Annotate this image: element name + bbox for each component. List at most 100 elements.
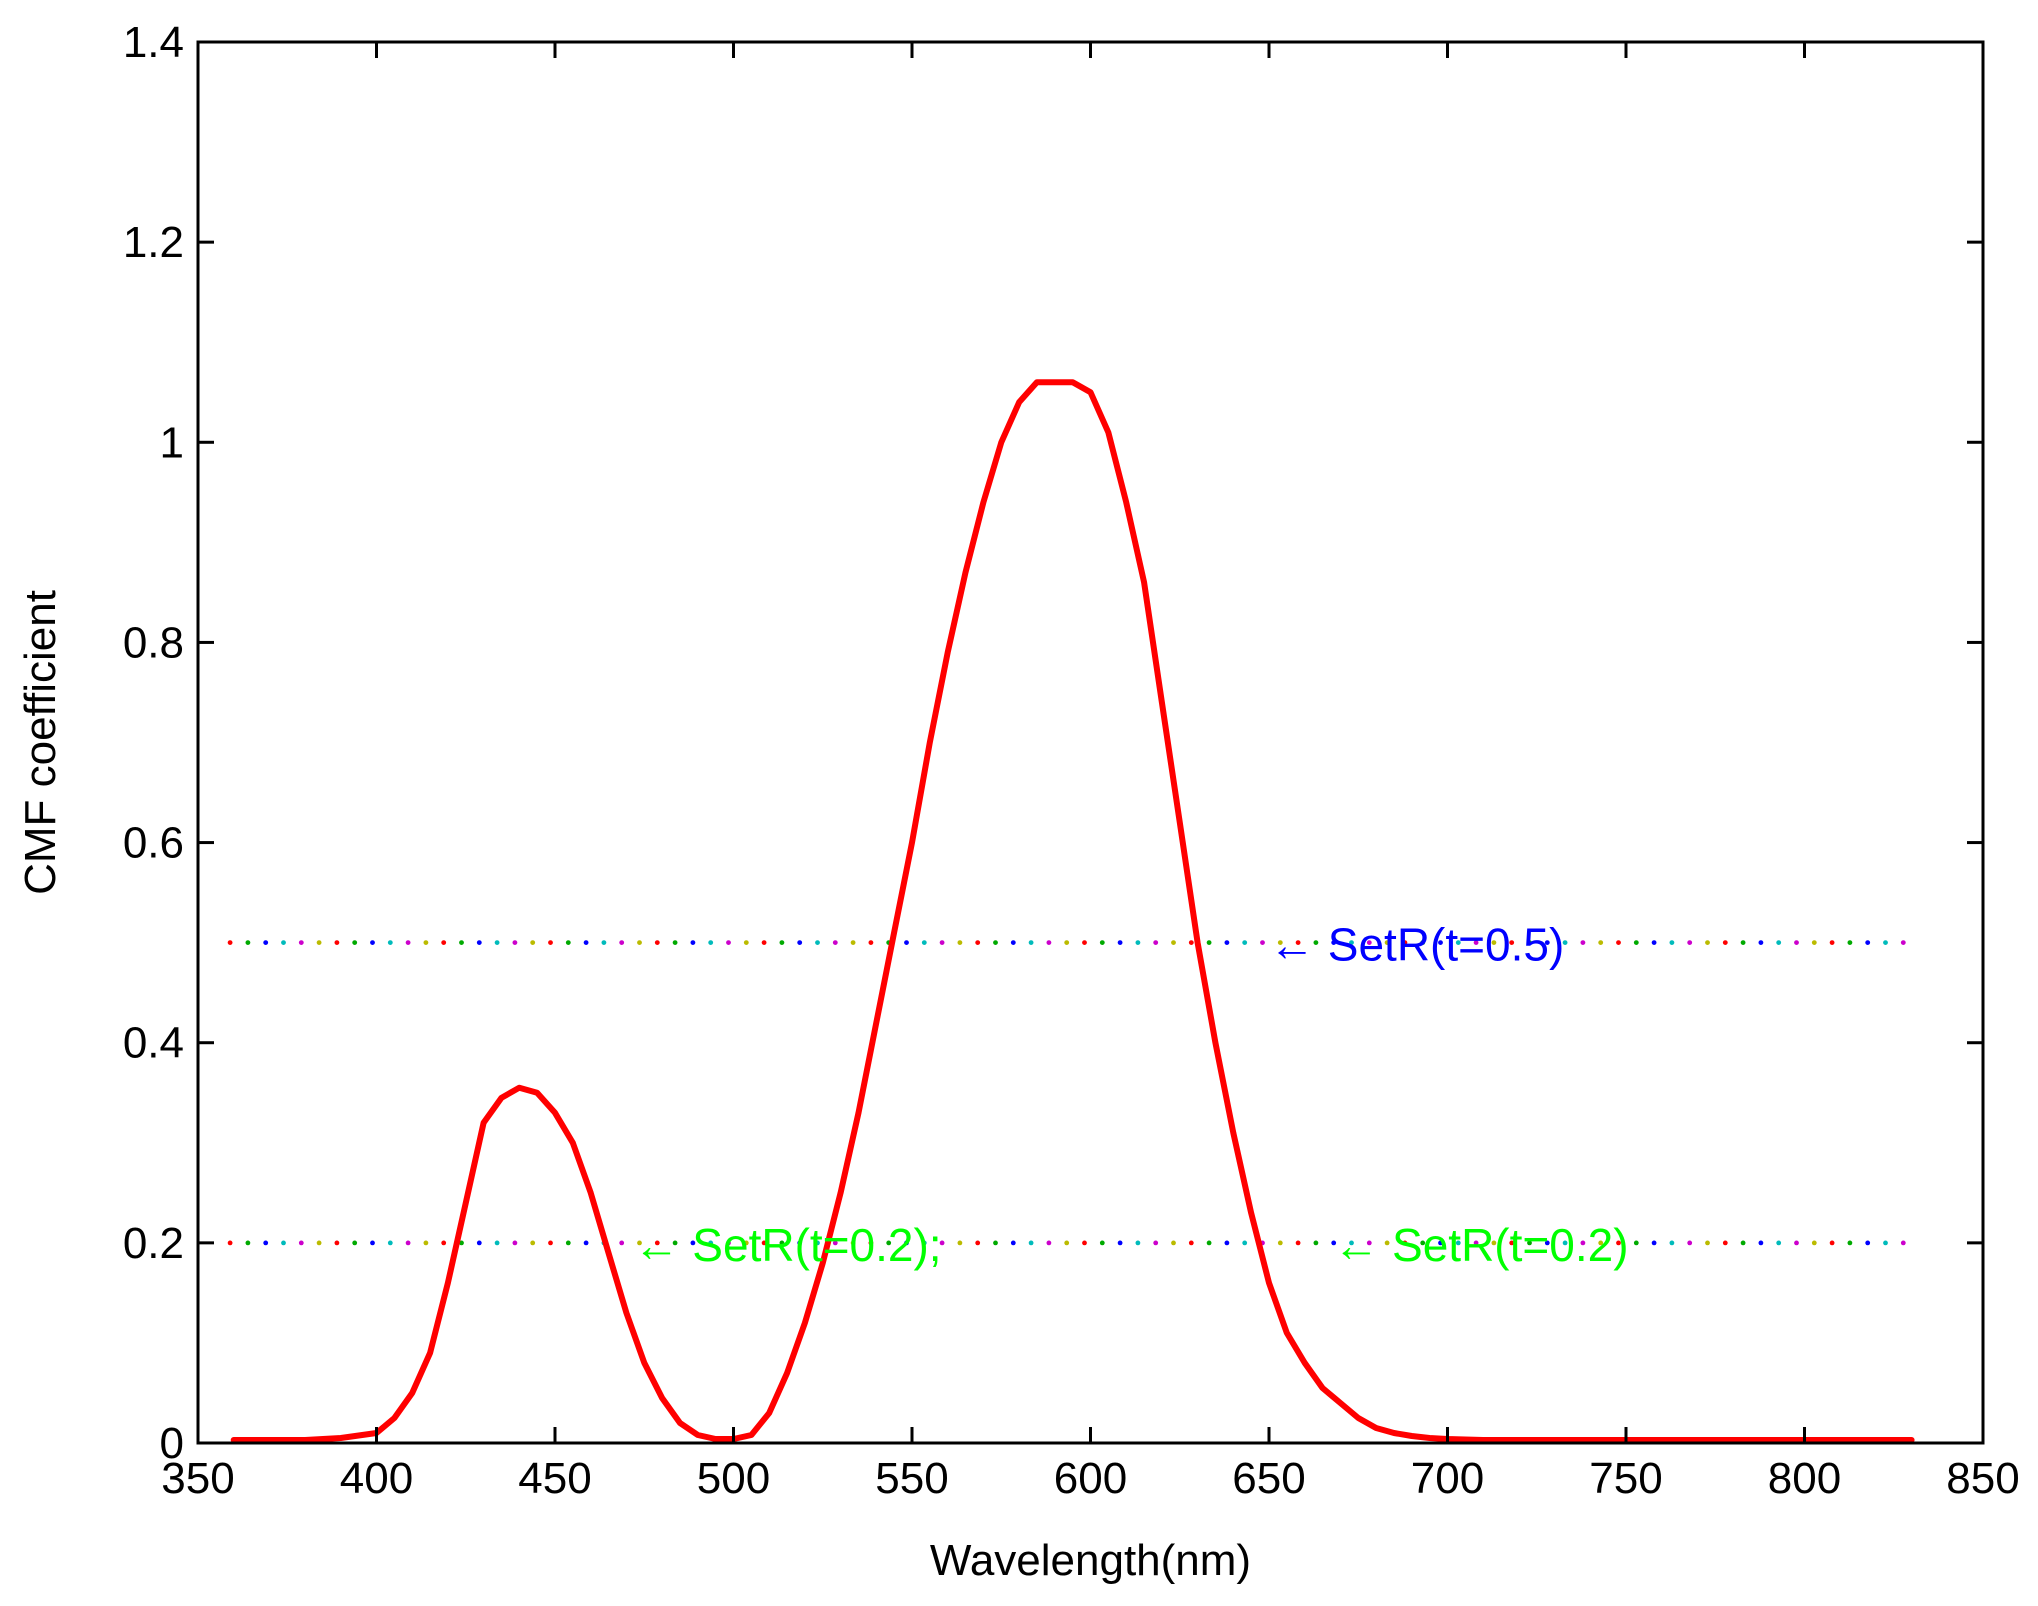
y-tick-label: 0.4 — [123, 1019, 184, 1068]
reference-line-dot — [1366, 940, 1372, 945]
reference-line-dot — [708, 1240, 714, 1246]
reference-line-dot — [1295, 940, 1301, 945]
reference-line-dot — [1740, 1240, 1746, 1246]
reference-line-dot — [1758, 940, 1764, 945]
reference-line-dot — [281, 940, 286, 945]
reference-line-dot — [583, 940, 589, 945]
reference-line-dot — [530, 1240, 536, 1246]
reference-line-dot — [1598, 940, 1604, 945]
reference-line-dot — [387, 1240, 393, 1246]
reference-line-dot — [1455, 1240, 1461, 1246]
reference-line-dot — [1117, 940, 1123, 945]
reference-line-dot — [1224, 940, 1230, 945]
reference-line-dot — [1171, 1240, 1176, 1246]
reference-line-dot — [1349, 1240, 1354, 1246]
reference-line-dot — [459, 1240, 464, 1246]
reference-line-dot — [1527, 1240, 1532, 1246]
reference-line-dot — [957, 940, 963, 945]
reference-line-dot — [1847, 940, 1853, 945]
reference-line-dot — [263, 940, 269, 945]
reference-line-dot — [832, 940, 838, 945]
reference-line-dot — [370, 940, 375, 945]
reference-line-dot — [1135, 1240, 1141, 1246]
reference-line-dot — [672, 940, 678, 945]
reference-line-dot — [1509, 1240, 1515, 1246]
reference-line-dot — [1794, 940, 1799, 945]
reference-line-dot — [921, 940, 927, 945]
reference-line-dot — [1242, 1240, 1248, 1246]
reference-line-dot — [512, 940, 518, 945]
reference-line-dot — [637, 940, 642, 945]
y-axis-label: CMF coefficient — [16, 590, 65, 895]
reference-line-dot — [1669, 1240, 1675, 1246]
reference-line-dot — [476, 940, 482, 945]
reference-line-dot — [654, 940, 660, 945]
reference-line-dot — [423, 1240, 429, 1246]
reference-line-dot — [975, 940, 981, 945]
series-layer — [230, 379, 1915, 1443]
reference-line-dot — [476, 1240, 482, 1246]
reference-line-dot — [1758, 1240, 1764, 1246]
reference-line-dot — [1384, 1240, 1390, 1246]
reference-line-dot — [1883, 940, 1888, 945]
reference-line-dot — [637, 1240, 642, 1246]
reference-line-dot — [1010, 940, 1016, 945]
reference-line-dot — [619, 940, 625, 945]
reference-line-dot — [1776, 1240, 1782, 1246]
reference-line-dot — [494, 940, 500, 945]
reference-line-dot — [1651, 940, 1657, 945]
reference-line-dot — [1295, 1240, 1301, 1246]
x-tick-label: 700 — [1411, 1454, 1484, 1503]
reference-line-dot — [1509, 940, 1515, 945]
reference-line-dot — [1099, 1240, 1105, 1246]
reference-line-dot — [565, 1240, 571, 1246]
reference-line-dot — [423, 940, 429, 945]
reference-line-dot — [993, 940, 998, 945]
reference-line-dot — [619, 1240, 625, 1246]
reference-line-dot — [886, 1240, 892, 1246]
reference-line-dot — [1153, 940, 1159, 945]
y-axis: 0 0.2 0.4 0.6 0.8 1 1.2 1.4 — [123, 18, 1983, 1468]
reference-line-dot — [1438, 1240, 1443, 1246]
x-tick-label: 600 — [1054, 1454, 1127, 1503]
reference-line-dot — [1010, 1240, 1016, 1246]
reference-line-dot — [815, 1240, 820, 1246]
reference-line-dot — [690, 1240, 696, 1246]
reference-line-dot — [1277, 940, 1283, 945]
reference-line-dot — [690, 940, 696, 945]
reference-line-dot — [441, 1240, 447, 1246]
reference-line-dot — [850, 1240, 856, 1246]
y-tick-label: 1.2 — [123, 218, 184, 267]
reference-line-dot — [1722, 940, 1728, 945]
reference-line-dot — [761, 940, 767, 945]
x-tick-label: 650 — [1232, 1454, 1305, 1503]
reference-line-dot — [1705, 1240, 1710, 1246]
reference-line-dot — [1900, 1240, 1906, 1246]
reference-line-dot — [868, 940, 874, 945]
reference-line-dot — [565, 940, 571, 945]
reference-line-dot — [1544, 940, 1550, 945]
reference-line-dot — [405, 1240, 411, 1246]
reference-line-dot — [583, 1240, 589, 1246]
reference-line-dot — [1900, 940, 1906, 945]
reference-line-dot — [1473, 1240, 1479, 1246]
reference-line-dot — [1028, 940, 1034, 945]
x-tick-label: 450 — [518, 1454, 591, 1503]
reference-line-dot — [1491, 1240, 1497, 1246]
reference-line-dot — [779, 1240, 785, 1246]
reference-line-dot — [1633, 1240, 1639, 1246]
reference-line-dot — [1598, 1240, 1604, 1246]
reference-line-dot — [1420, 1240, 1426, 1246]
reference-line-dot — [1224, 1240, 1230, 1246]
reference-line-dot — [405, 940, 411, 945]
x-tick-label: 500 — [697, 1454, 770, 1503]
reference-line-dot — [1402, 940, 1408, 945]
y-tick-label: 0.6 — [123, 819, 184, 868]
reference-line-dot — [1687, 1240, 1693, 1246]
annotation-label: ← SetR(t=0.5) — [1269, 919, 1564, 971]
reference-line-dot — [672, 1240, 678, 1246]
y-tick-label: 0.2 — [123, 1219, 184, 1268]
reference-line-dot — [1776, 940, 1782, 945]
reference-line-dot — [1491, 940, 1497, 945]
reference-line-dot — [1064, 940, 1070, 945]
